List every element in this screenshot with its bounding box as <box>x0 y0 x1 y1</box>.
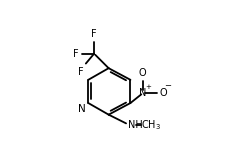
Text: N: N <box>138 88 146 98</box>
Text: O: O <box>159 88 166 98</box>
Text: NH: NH <box>127 120 142 130</box>
Text: F: F <box>91 29 97 39</box>
Text: F: F <box>73 49 79 59</box>
Text: O: O <box>138 68 146 78</box>
Text: +: + <box>145 84 151 90</box>
Text: F: F <box>77 67 83 77</box>
Text: −: − <box>163 81 170 90</box>
Text: CH$_3$: CH$_3$ <box>141 118 161 132</box>
Text: N: N <box>78 104 86 114</box>
